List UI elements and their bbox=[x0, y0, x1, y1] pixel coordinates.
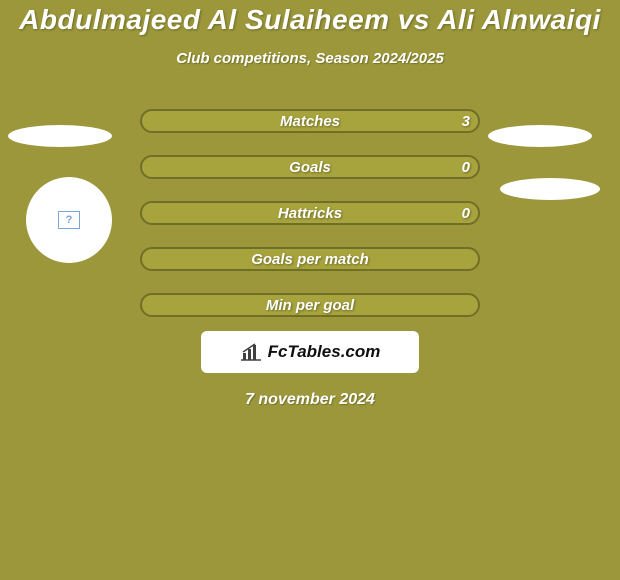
stat-row: Hattricks0 bbox=[140, 201, 480, 225]
stat-bar bbox=[140, 293, 480, 317]
stats-area: Matches3 Goals0 Hattricks0 Goals per match M… bbox=[0, 109, 620, 317]
date-text: 7 november 2024 bbox=[0, 391, 620, 409]
stat-right-value: 3 bbox=[462, 109, 470, 133]
stat-row: Matches3 bbox=[140, 109, 480, 133]
subtitle: Club competitions, Season 2024/2025 bbox=[0, 50, 620, 67]
bar-chart-icon bbox=[240, 343, 262, 361]
stat-right-value: 0 bbox=[462, 201, 470, 225]
stat-bar bbox=[140, 247, 480, 271]
stat-bar bbox=[140, 201, 480, 225]
fctables-logo-badge: FcTables.com bbox=[201, 331, 419, 373]
stat-row: Min per goal bbox=[140, 293, 480, 317]
stat-bar bbox=[140, 109, 480, 133]
stat-row: Goals per match bbox=[140, 247, 480, 271]
stat-row: Goals0 bbox=[140, 155, 480, 179]
stats-column: Matches3 Goals0 Hattricks0 Goals per match M… bbox=[140, 109, 480, 317]
stat-right-value: 0 bbox=[462, 155, 470, 179]
stat-bar bbox=[140, 155, 480, 179]
logo-text: FcTables.com bbox=[268, 342, 381, 362]
page-title: Abdulmajeed Al Sulaiheem vs Ali Alnwaiqi bbox=[0, 0, 620, 36]
